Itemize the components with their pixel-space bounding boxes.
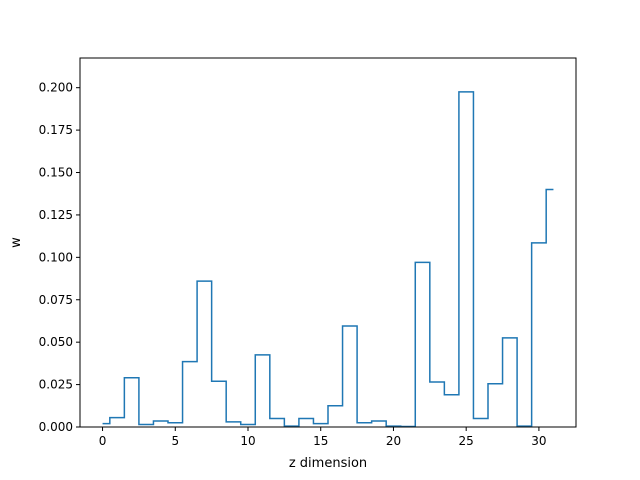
y-tick-label: 0.000 <box>39 420 73 434</box>
y-tick-label: 0.200 <box>39 81 73 95</box>
y-tick-label: 0.150 <box>39 166 73 180</box>
y-tick-label: 0.025 <box>39 378 73 392</box>
y-tick-label: 0.100 <box>39 250 73 264</box>
series-line <box>102 91 554 428</box>
x-axis-label: z dimension <box>289 456 367 471</box>
y-tick-label: 0.125 <box>39 208 73 222</box>
x-axis-ticks: 0 5 10 15 20 25 30 <box>99 427 547 448</box>
x-tick-label: 5 <box>171 434 179 448</box>
plot-frame <box>79 57 577 428</box>
x-tick-label: 10 <box>240 434 255 448</box>
y-tick-label: 0.050 <box>39 335 73 349</box>
x-tick-label: 15 <box>313 434 328 448</box>
x-tick-label: 20 <box>386 434 401 448</box>
series-group <box>102 91 554 428</box>
x-tick-label: 25 <box>459 434 474 448</box>
y-tick-label: 0.175 <box>39 123 73 137</box>
y-axis-label: w <box>9 237 24 248</box>
y-tick-label: 0.075 <box>39 293 73 307</box>
x-tick-label: 30 <box>531 434 546 448</box>
x-tick-label: 0 <box>99 434 107 448</box>
y-axis-ticks: 0.000 0.025 0.050 0.075 0.100 0.125 0.150 0.175… <box>39 81 80 434</box>
